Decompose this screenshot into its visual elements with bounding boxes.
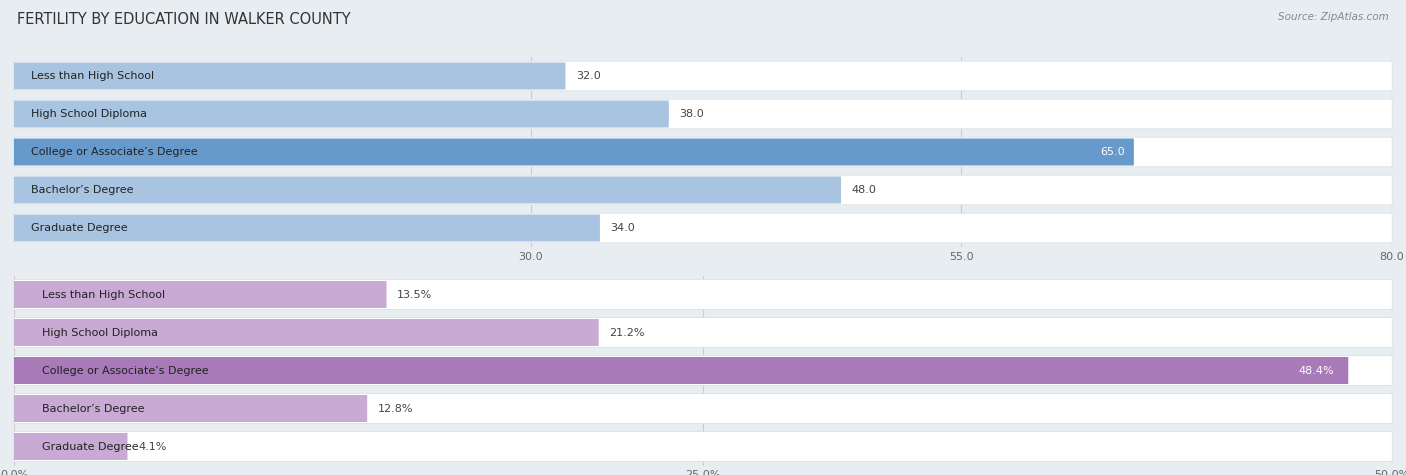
FancyBboxPatch shape [14, 101, 669, 127]
FancyBboxPatch shape [14, 432, 1392, 461]
FancyBboxPatch shape [14, 357, 1348, 384]
FancyBboxPatch shape [14, 215, 600, 241]
Text: 32.0: 32.0 [576, 71, 600, 81]
Text: College or Associate’s Degree: College or Associate’s Degree [31, 147, 198, 157]
Text: Graduate Degree: Graduate Degree [31, 223, 128, 233]
FancyBboxPatch shape [14, 175, 1392, 205]
FancyBboxPatch shape [14, 213, 1392, 243]
Text: 12.8%: 12.8% [378, 403, 413, 414]
FancyBboxPatch shape [14, 281, 387, 308]
FancyBboxPatch shape [14, 280, 1392, 309]
Text: 4.1%: 4.1% [138, 441, 166, 452]
Text: Less than High School: Less than High School [42, 289, 165, 300]
Text: 34.0: 34.0 [610, 223, 636, 233]
Text: High School Diploma: High School Diploma [42, 327, 157, 338]
Text: College or Associate’s Degree: College or Associate’s Degree [42, 365, 208, 376]
Text: 48.4%: 48.4% [1299, 365, 1334, 376]
Text: Bachelor’s Degree: Bachelor’s Degree [31, 185, 134, 195]
Text: 48.0: 48.0 [852, 185, 877, 195]
FancyBboxPatch shape [14, 63, 565, 89]
FancyBboxPatch shape [14, 394, 1392, 423]
Text: Less than High School: Less than High School [31, 71, 155, 81]
FancyBboxPatch shape [14, 356, 1392, 385]
Text: High School Diploma: High School Diploma [31, 109, 148, 119]
FancyBboxPatch shape [14, 177, 841, 203]
Text: 38.0: 38.0 [679, 109, 704, 119]
FancyBboxPatch shape [14, 319, 599, 346]
Text: Graduate Degree: Graduate Degree [42, 441, 138, 452]
Text: FERTILITY BY EDUCATION IN WALKER COUNTY: FERTILITY BY EDUCATION IN WALKER COUNTY [17, 12, 350, 27]
FancyBboxPatch shape [14, 99, 1392, 129]
FancyBboxPatch shape [14, 137, 1392, 167]
FancyBboxPatch shape [14, 139, 1133, 165]
Text: 21.2%: 21.2% [609, 327, 645, 338]
Text: 65.0: 65.0 [1101, 147, 1125, 157]
Text: Bachelor’s Degree: Bachelor’s Degree [42, 403, 145, 414]
Text: 13.5%: 13.5% [396, 289, 433, 300]
FancyBboxPatch shape [14, 395, 367, 422]
FancyBboxPatch shape [14, 318, 1392, 347]
FancyBboxPatch shape [14, 61, 1392, 91]
FancyBboxPatch shape [14, 433, 128, 460]
Text: Source: ZipAtlas.com: Source: ZipAtlas.com [1278, 12, 1389, 22]
